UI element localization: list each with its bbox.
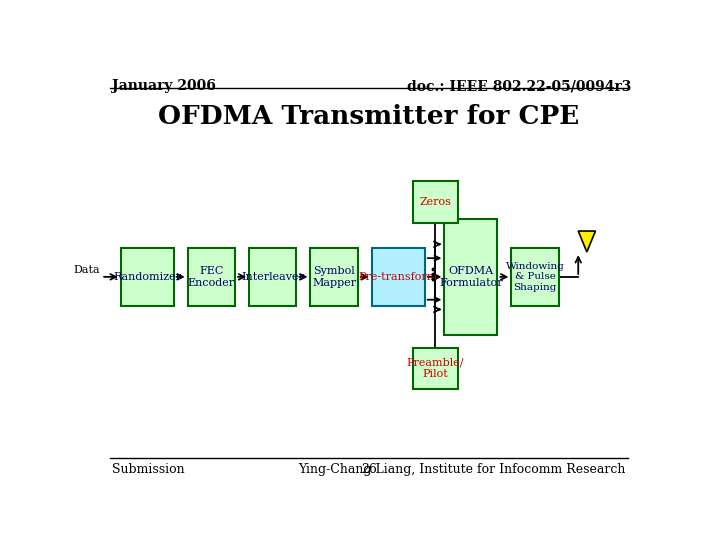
Text: Symbol
Mapper: Symbol Mapper [312, 266, 356, 288]
Text: Data: Data [73, 265, 100, 275]
Text: Zeros: Zeros [420, 197, 451, 207]
FancyBboxPatch shape [310, 248, 358, 306]
FancyBboxPatch shape [188, 248, 235, 306]
Text: Submission: Submission [112, 463, 185, 476]
FancyBboxPatch shape [249, 248, 297, 306]
Polygon shape [578, 231, 595, 252]
FancyBboxPatch shape [444, 219, 498, 335]
Text: Interleaver: Interleaver [241, 272, 304, 282]
Text: Preamble/
Pilot: Preamble/ Pilot [407, 357, 464, 379]
Text: January 2006: January 2006 [112, 79, 216, 93]
Text: OFDMA
Formulator: OFDMA Formulator [439, 266, 503, 288]
Text: Randomizer: Randomizer [113, 272, 181, 282]
FancyBboxPatch shape [121, 248, 174, 306]
FancyBboxPatch shape [413, 181, 458, 223]
Text: doc.: IEEE 802.22-05/0094r3: doc.: IEEE 802.22-05/0094r3 [407, 79, 631, 93]
Text: FEC
Encoder: FEC Encoder [188, 266, 235, 288]
Text: Windowing
& Pulse
Shaping: Windowing & Pulse Shaping [505, 262, 564, 292]
FancyBboxPatch shape [372, 248, 425, 306]
FancyBboxPatch shape [413, 348, 458, 389]
Text: Ying-Chang Liang, Institute for Infocomm Research: Ying-Chang Liang, Institute for Infocomm… [298, 463, 626, 476]
Text: OFDMA Transmitter for CPE: OFDMA Transmitter for CPE [158, 104, 580, 129]
FancyBboxPatch shape [511, 248, 559, 306]
Text: Pre-transform: Pre-transform [359, 272, 438, 282]
Text: 26: 26 [361, 463, 377, 476]
